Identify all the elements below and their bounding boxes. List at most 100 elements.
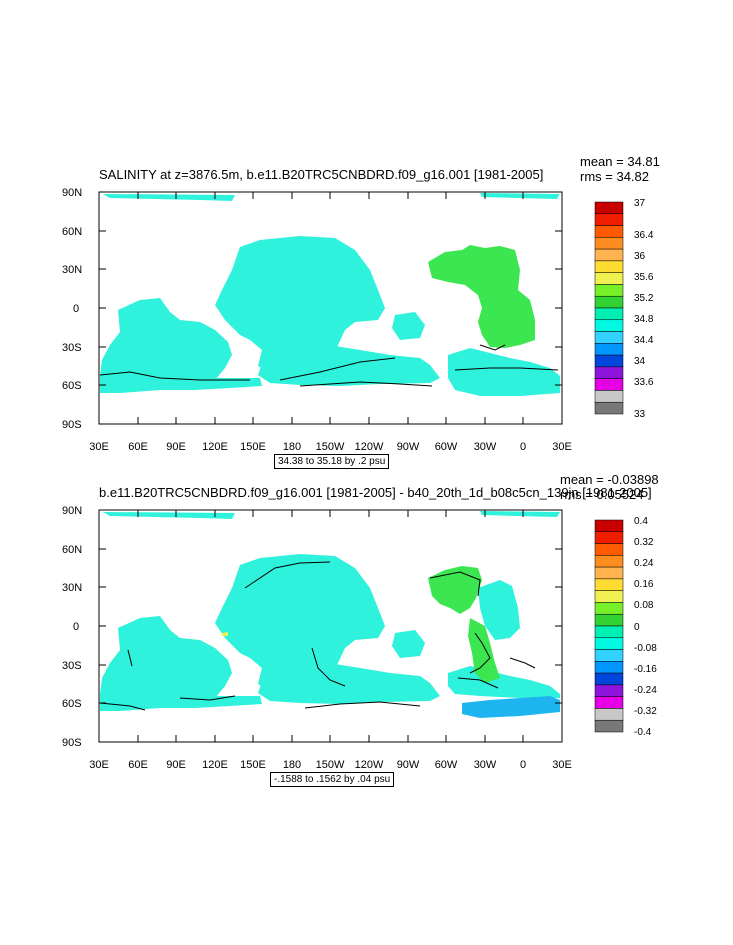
colorbar-swatch (594, 661, 624, 674)
contour-line (244, 561, 331, 589)
x-tick-label: 180 (283, 441, 301, 453)
colorbar-label: 36.4 (634, 230, 654, 241)
colorbar-swatch (594, 519, 624, 533)
y-tick-labels: 90N 60N 30N 0 30S 60S 90S (62, 187, 82, 431)
southern-ocean-west (100, 690, 262, 711)
colorbar-label: 34.8 (634, 314, 654, 325)
mean-label: mean = 34.81 (580, 154, 660, 169)
x-tick-label: 60E (128, 441, 148, 453)
atlantic-west-fragments (392, 312, 425, 340)
colorbar-swatch (594, 543, 624, 556)
colorbar-label: 35.2 (634, 293, 654, 304)
y-tick-label: 0 (73, 303, 79, 315)
y-tick-label: 0 (73, 621, 79, 633)
south-pacific-basin (258, 664, 440, 704)
blue-field (462, 696, 560, 718)
colorbar-label: 35.6 (634, 272, 654, 283)
contour-line (479, 344, 506, 351)
colorbar-swatch (594, 684, 624, 697)
colorbar-swatch (594, 366, 624, 379)
contour-line (454, 367, 559, 371)
colorbar-swatch (594, 613, 624, 627)
colorbar-swatch (594, 637, 624, 650)
contour-lines (99, 561, 536, 711)
colorbar-label: 0 (634, 622, 640, 633)
y-tick-label: 60N (62, 226, 82, 238)
colorbar-label: -0.24 (634, 685, 657, 696)
green-field (428, 245, 535, 348)
colorbar-swatch (594, 307, 624, 321)
colorbar-swatch (594, 248, 624, 262)
rms-label: rms = 34.82 (580, 169, 650, 184)
x-ticks (98, 510, 563, 742)
colorbar-swatch (594, 696, 624, 709)
colorbar (594, 519, 624, 733)
colorbar-label: 0.4 (634, 516, 648, 527)
x-tick-label: 30W (474, 759, 497, 771)
contour-line (429, 571, 481, 597)
x-tick-label: 120E (202, 441, 228, 453)
y-ticks (99, 509, 562, 743)
colorbar-label: -0.08 (634, 643, 657, 654)
colorbar-label: 0.16 (634, 579, 654, 590)
x-tick-label: 60W (435, 759, 458, 771)
colorbar-swatch (594, 201, 624, 215)
y-tick-label: 90N (62, 187, 82, 199)
colorbar-swatch (594, 625, 624, 639)
colorbar-swatch (594, 272, 624, 285)
x-tick-label: 150W (316, 441, 345, 453)
colorbar-swatch (594, 719, 624, 733)
colorbar-swatch (594, 284, 624, 297)
colorbar-swatch (594, 578, 624, 591)
south-pacific-basin (258, 346, 440, 386)
y-tick-labels: 90N 60N 30N 0 30S 60S 90S (62, 505, 82, 749)
x-tick-label: 90W (397, 441, 420, 453)
contour-line (99, 371, 250, 381)
y-ticks (99, 191, 562, 425)
yellow-spot (222, 632, 228, 636)
arctic-strip (103, 194, 235, 201)
rms-label: rms = 0.05524 (560, 487, 644, 502)
map-svg: 90N 60N 30N 0 30S 60S 90S 30E (62, 187, 654, 453)
colorbar-label: 34.4 (634, 335, 654, 346)
y-tick-label: 30N (62, 582, 82, 594)
colorbar-swatch (594, 225, 624, 238)
colorbar-swatch (594, 708, 624, 721)
x-tick-label: 90W (397, 759, 420, 771)
colorbar-labels: 37 36.4 36 35.6 35.2 34.8 34.4 34 33.6 3… (634, 198, 654, 420)
x-ticks (98, 192, 563, 424)
north-atlantic-east (478, 580, 520, 640)
indian-ocean-basin (100, 616, 232, 700)
x-tick-label: 150W (316, 759, 345, 771)
x-tick-label: 120E (202, 759, 228, 771)
x-tick-labels: 30E 60E 90E 120E 150E 180 150W 120W 90W … (89, 441, 572, 453)
ocean-field (100, 511, 560, 711)
colorbar-swatch (594, 378, 624, 391)
x-tick-labels: 30E 60E 90E 120E 150E 180 150W 120W 90W … (89, 759, 572, 771)
colorbar-swatch (594, 401, 624, 415)
contour-info-box: 34.38 to 35.18 by .2 psu (274, 454, 390, 469)
contour-line (304, 701, 421, 709)
y-tick-label: 90S (62, 419, 82, 431)
colorbar-label: 0.08 (634, 600, 654, 611)
x-tick-label: 30E (552, 441, 572, 453)
colorbar-label: 0.24 (634, 558, 654, 569)
north-atlantic-basin (428, 245, 535, 348)
x-tick-label: 60E (128, 759, 148, 771)
contour-line (299, 381, 433, 387)
colorbar-swatch (594, 237, 624, 250)
colorbar-swatch (594, 672, 624, 686)
x-tick-label: 90E (166, 441, 186, 453)
southern-atlantic-negative (462, 696, 560, 718)
colorbar-labels: 0.4 0.32 0.24 0.16 0.08 0 -0.08 -0.16 -0… (634, 516, 657, 738)
y-tick-label: 90N (62, 505, 82, 517)
colorbar-label: 36 (634, 251, 646, 262)
indian-ocean-basin (100, 298, 232, 382)
contour-line (457, 677, 499, 689)
y-tick-label: 90S (62, 737, 82, 749)
colorbar-swatch (594, 390, 624, 403)
contour-line (99, 702, 146, 711)
north-pacific-basin (215, 236, 385, 372)
colorbar-label: -0.4 (634, 727, 652, 738)
colorbar-label: -0.32 (634, 706, 657, 717)
